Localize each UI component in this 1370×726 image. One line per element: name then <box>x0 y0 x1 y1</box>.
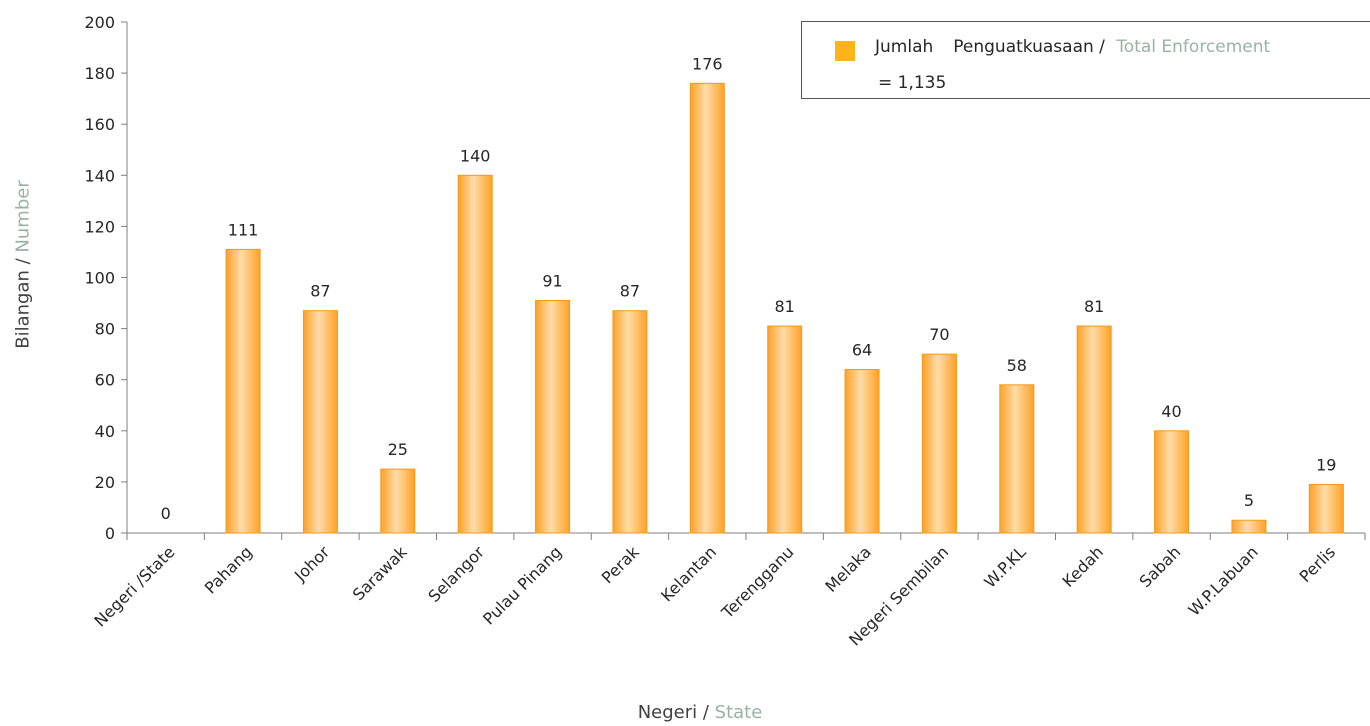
legend-total: = 1,135 <box>878 73 947 93</box>
data-label: 111 <box>228 220 259 239</box>
data-label: 81 <box>775 297 795 316</box>
bars <box>225 82 1344 534</box>
data-label: 70 <box>929 325 949 344</box>
data-label: 58 <box>1007 356 1027 375</box>
y-tick-label: 20 <box>95 473 115 492</box>
data-label: 140 <box>460 146 491 165</box>
y-tick-label: 120 <box>84 217 115 236</box>
category-label: Negeri /State <box>90 542 178 630</box>
bar <box>1308 483 1344 534</box>
legend-swatch <box>835 41 855 61</box>
data-label: 5 <box>1244 491 1254 510</box>
y-tick-label: 180 <box>84 64 115 83</box>
category-label: Selangor <box>424 542 488 606</box>
bar <box>999 384 1035 534</box>
x-axis-title-secondary: State <box>714 702 763 723</box>
data-label: 40 <box>1161 402 1181 421</box>
bar <box>302 310 338 534</box>
category-label: W.P.Labuan <box>1184 542 1261 619</box>
y-tick-label: 100 <box>84 269 115 288</box>
legend-text-part1: Jumlah <box>875 37 934 57</box>
category-label: Pahang <box>201 542 256 597</box>
category-labels: Negeri /State Pahang Johor Sarawak SelangorP… <box>90 542 1339 650</box>
legend-text-part3: Total Enforcement <box>1116 37 1271 57</box>
bar <box>612 310 648 534</box>
y-tick-label: 160 <box>84 115 115 134</box>
category-label: Perlis <box>1295 542 1339 586</box>
data-label: 64 <box>852 340 872 359</box>
data-label: 81 <box>1084 297 1104 316</box>
bar <box>921 353 957 534</box>
bar <box>380 468 416 534</box>
y-axis-title: Bilangan / Number <box>13 135 34 395</box>
x-axis-title: Negeri / State <box>500 702 900 723</box>
category-label: Terengganu <box>717 542 797 622</box>
bar <box>767 325 803 534</box>
category-label: Kelantan <box>657 542 720 605</box>
data-label: 25 <box>388 440 408 459</box>
category-label: Sarawak <box>349 542 411 604</box>
bar <box>689 82 725 534</box>
bar <box>1231 519 1267 534</box>
x-axis-title-primary: Negeri / <box>637 702 715 723</box>
bar <box>225 248 261 534</box>
y-axis-title-secondary: Number <box>12 180 34 253</box>
y-axis: 0 20 40 60 80 100 120 140 160 180 200 <box>84 13 128 543</box>
data-label: 19 <box>1316 455 1336 474</box>
legend-text-part2: Penguatkuasaan / <box>953 37 1111 57</box>
y-tick-label: 80 <box>95 320 115 339</box>
category-label: Pulau Pinang <box>479 542 565 628</box>
bar <box>1076 325 1112 534</box>
data-label: 91 <box>542 271 562 290</box>
data-label: 176 <box>692 54 723 73</box>
legend-line1: Jumlah Penguatkuasaan / Total Enforcement <box>875 37 1270 57</box>
y-tick-label: 40 <box>95 422 115 441</box>
category-label: Sabah <box>1136 542 1185 591</box>
bar <box>457 174 493 534</box>
y-tick-label: 200 <box>84 13 115 32</box>
y-axis-title-primary: Bilangan / <box>12 252 34 349</box>
y-tick-label: 0 <box>105 524 115 543</box>
category-label: Johor <box>290 542 333 585</box>
bar <box>1154 430 1190 534</box>
category-label: Melaka <box>821 542 875 596</box>
category-label: Perak <box>598 542 643 587</box>
bar <box>535 299 571 534</box>
x-axis <box>126 532 1366 540</box>
data-label: 87 <box>620 282 640 301</box>
category-label: Kedah <box>1058 542 1107 591</box>
data-label: 87 <box>310 282 330 301</box>
legend: Jumlah Penguatkuasaan / Total Enforcement… <box>801 21 1370 99</box>
data-labels: 0 111 87 25 140 91 87 176 81 64 70 58 81 40 5 19 <box>161 54 1337 523</box>
y-tick-label: 60 <box>95 371 115 390</box>
data-label: 0 <box>161 504 171 523</box>
y-tick-label: 140 <box>84 166 115 185</box>
category-label: W.P.KL <box>980 542 1029 591</box>
bar <box>844 368 880 534</box>
